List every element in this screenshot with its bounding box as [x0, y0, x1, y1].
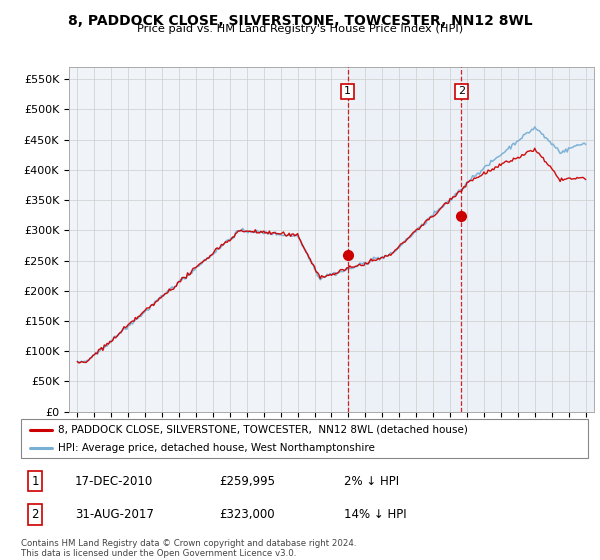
Text: HPI: Average price, detached house, West Northamptonshire: HPI: Average price, detached house, West… — [58, 443, 375, 453]
Text: 17-DEC-2010: 17-DEC-2010 — [75, 475, 153, 488]
Text: £259,995: £259,995 — [220, 475, 275, 488]
Text: 31-AUG-2017: 31-AUG-2017 — [75, 508, 154, 521]
FancyBboxPatch shape — [21, 419, 588, 458]
Bar — [348, 67, 594, 412]
Text: 8, PADDOCK CLOSE, SILVERSTONE, TOWCESTER,  NN12 8WL (detached house): 8, PADDOCK CLOSE, SILVERSTONE, TOWCESTER… — [58, 424, 468, 435]
Text: Contains HM Land Registry data © Crown copyright and database right 2024.
This d: Contains HM Land Registry data © Crown c… — [21, 539, 356, 558]
Text: 14% ↓ HPI: 14% ↓ HPI — [344, 508, 407, 521]
Text: £323,000: £323,000 — [220, 508, 275, 521]
Text: 1: 1 — [344, 86, 351, 96]
Text: 8, PADDOCK CLOSE, SILVERSTONE, TOWCESTER, NN12 8WL: 8, PADDOCK CLOSE, SILVERSTONE, TOWCESTER… — [68, 14, 532, 28]
Text: 1: 1 — [31, 475, 39, 488]
Text: 2: 2 — [31, 508, 39, 521]
Text: Price paid vs. HM Land Registry's House Price Index (HPI): Price paid vs. HM Land Registry's House … — [137, 24, 463, 34]
Text: 2: 2 — [458, 86, 465, 96]
Text: 2% ↓ HPI: 2% ↓ HPI — [344, 475, 400, 488]
